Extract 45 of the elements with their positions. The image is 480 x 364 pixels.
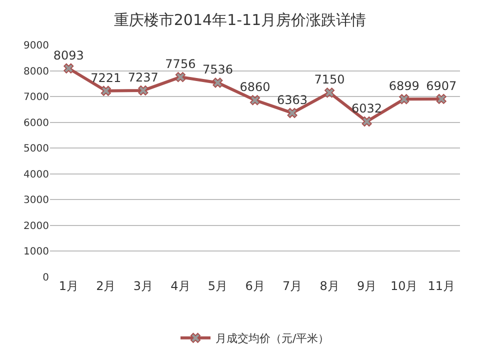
x-tick-label: 10月 — [390, 279, 418, 293]
y-tick-label: 4000 — [24, 169, 49, 180]
data-label: 7221 — [90, 70, 122, 85]
data-label: 6363 — [276, 92, 308, 107]
data-label: 6907 — [426, 78, 457, 93]
x-tick-label: 3月 — [133, 279, 153, 293]
y-tick-label: 7000 — [24, 92, 49, 104]
point — [250, 95, 260, 106]
y-tick-label: 3000 — [24, 195, 49, 206]
y-tick-label: 0 — [42, 272, 49, 284]
x-tick-label: 11月 — [428, 279, 455, 293]
point — [64, 63, 74, 74]
y-tick-label: 9000 — [24, 40, 49, 52]
point — [100, 86, 111, 96]
point — [212, 78, 223, 88]
x-tick-label: 5月 — [208, 279, 228, 293]
y-tick-label: 8000 — [24, 66, 49, 78]
x-tick-label: 2月 — [96, 279, 116, 293]
x-tick-label: 7月 — [282, 279, 302, 293]
x-tick-label: 9月 — [357, 279, 377, 293]
y-tick-label: 2000 — [24, 220, 49, 232]
y-tick-label: 1000 — [24, 246, 49, 258]
chart-title: 重庆楼市2014年1-11月房价涨跌详情 — [114, 11, 366, 30]
x-tick-label: 6月 — [245, 279, 265, 293]
x-tick-label: 1月 — [58, 279, 78, 293]
data-label: 6899 — [388, 79, 420, 94]
data-label: 7536 — [202, 62, 234, 77]
point — [287, 108, 298, 118]
point — [362, 116, 372, 127]
y-tick-label: 6000 — [24, 118, 49, 129]
point — [399, 94, 410, 104]
point — [324, 88, 335, 98]
x-tick-label: 8月 — [320, 279, 340, 293]
x-tick-label: 4月 — [170, 279, 190, 293]
y-tick-label: 5000 — [24, 144, 49, 155]
data-label: 7756 — [165, 57, 196, 72]
data-label: 8093 — [53, 48, 84, 62]
point — [175, 72, 186, 82]
data-label: 7237 — [128, 70, 158, 84]
point — [436, 94, 446, 104]
legend-label: 月成交均价（元/平米） — [216, 332, 330, 346]
point — [138, 85, 148, 96]
data-label: 7150 — [314, 72, 345, 87]
data-label: 6032 — [352, 102, 382, 116]
data-label: 6860 — [240, 80, 270, 94]
